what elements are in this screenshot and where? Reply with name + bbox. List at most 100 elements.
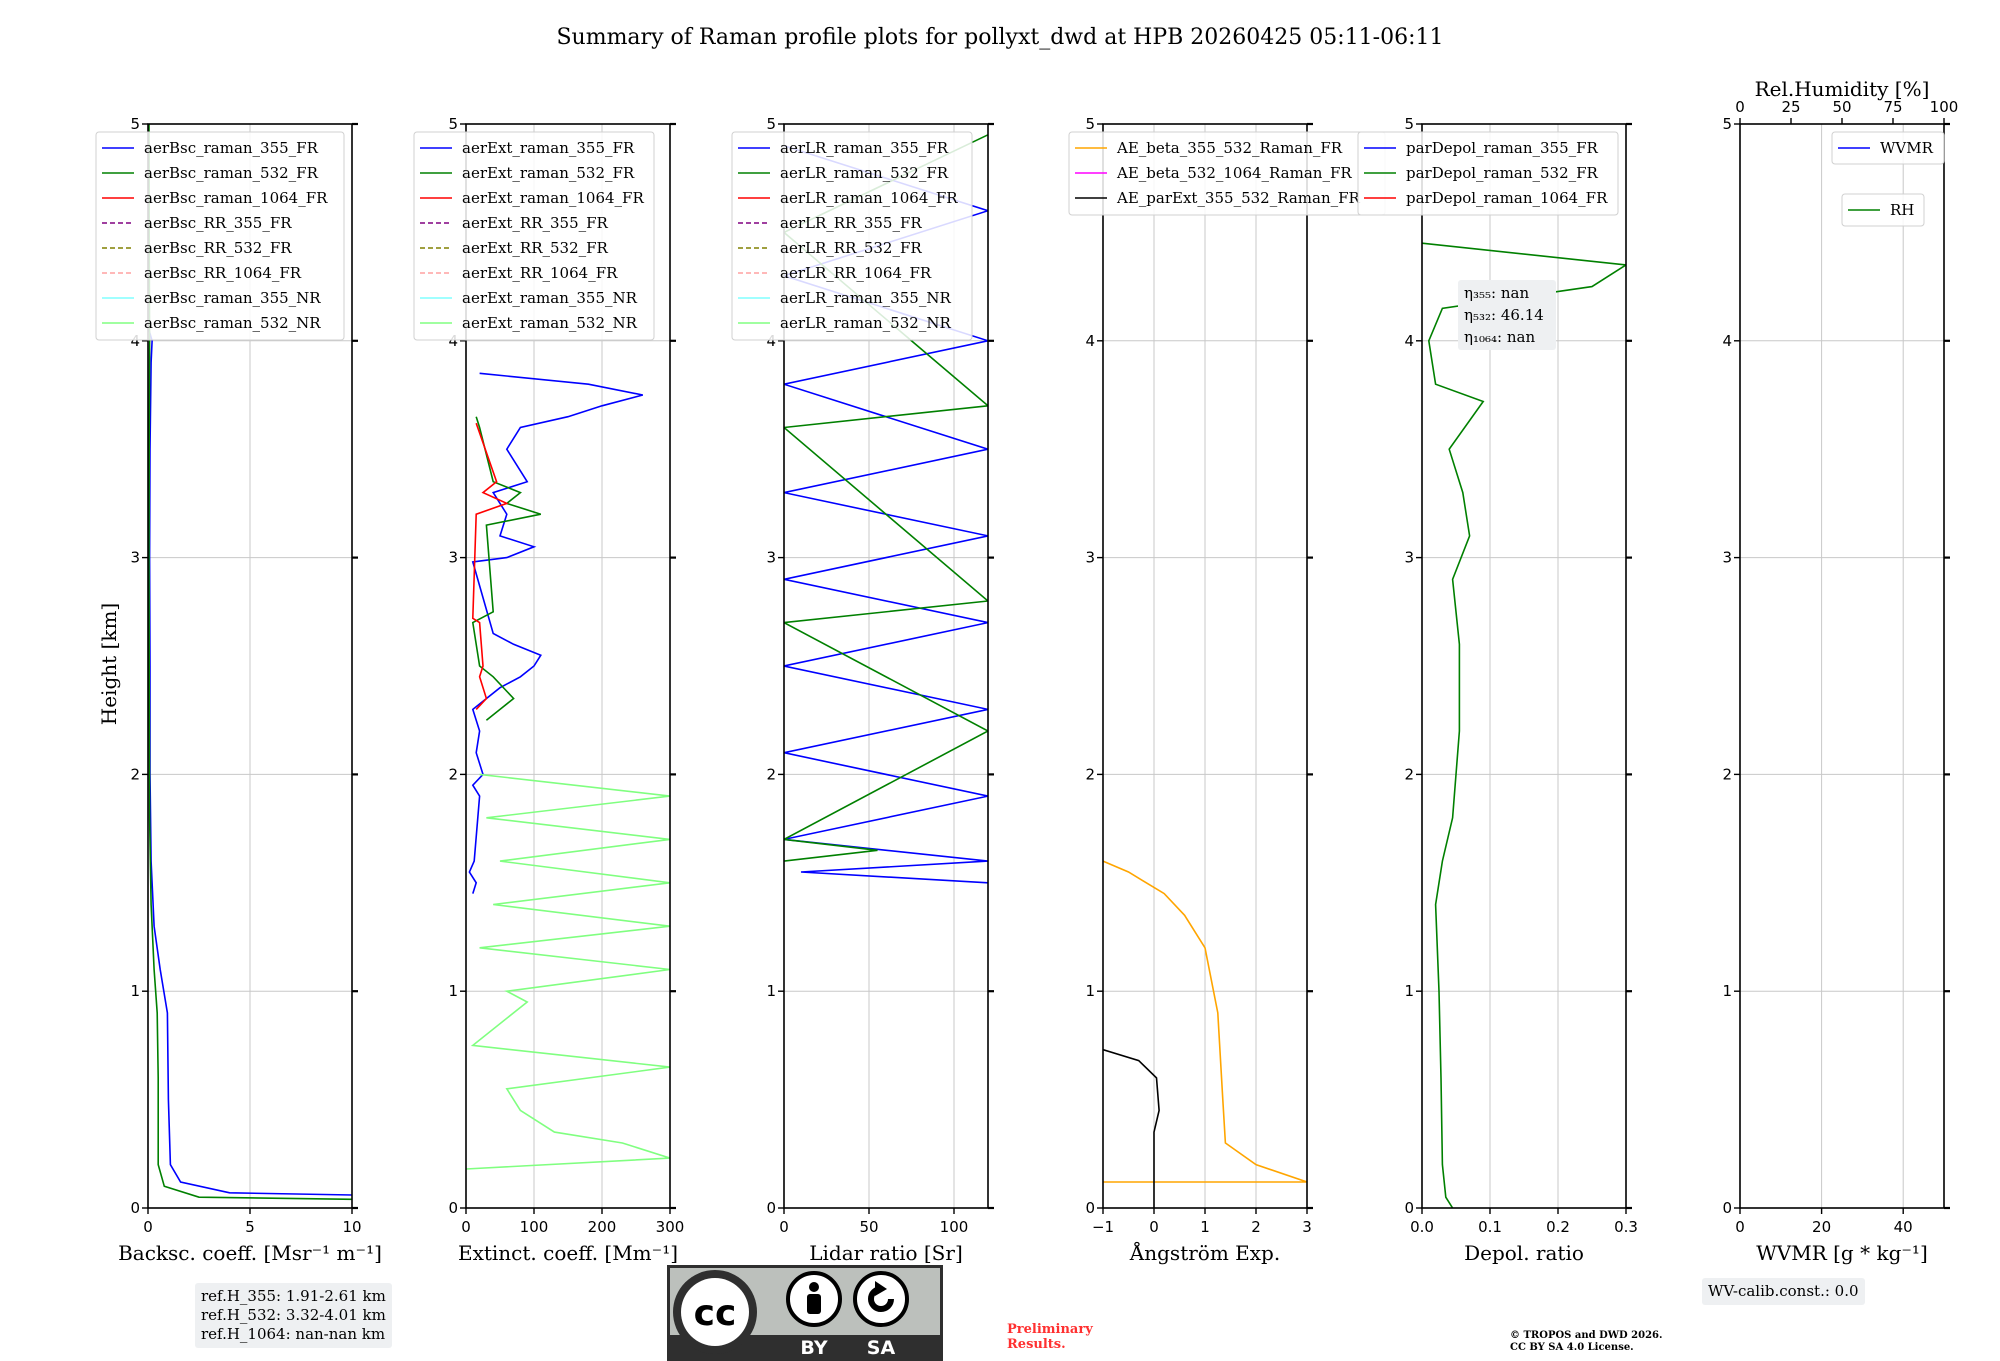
eta-annotation: η₅₃₂: 46.14 — [1464, 306, 1544, 324]
x-tick-label: 0 — [1735, 1218, 1745, 1236]
top-x-tick-label: 50 — [1832, 98, 1851, 116]
legend-entry: aerBsc_raman_532_FR — [144, 164, 319, 182]
figure-title: Summary of Raman profile plots for polly… — [556, 25, 1443, 50]
legend-entry: aerLR_RR_532_FR — [780, 239, 922, 257]
legend-entry: AE_beta_532_1064_Raman_FR — [1116, 164, 1352, 182]
legend-box — [1831, 131, 1945, 165]
y-tick-label: 0 — [1404, 1199, 1414, 1217]
y-tick-label: 3 — [1404, 549, 1414, 567]
x-axis-label: Lidar ratio [Sr] — [809, 1241, 963, 1265]
preliminary-line-2: Results. — [1007, 1337, 1066, 1352]
top-x-tick-label: 25 — [1781, 98, 1800, 116]
top-x-tick-label: 75 — [1883, 98, 1902, 116]
x-tick-label: 200 — [588, 1218, 617, 1236]
y-tick-label: 1 — [130, 982, 140, 1000]
legend: aerLR_raman_355_FR aerLR_raman_532_FR aerL… — [731, 131, 973, 341]
series-line-aerBsc_raman_532_FR — [148, 124, 352, 1201]
y-tick-label: 5 — [766, 115, 776, 133]
x-axis-label: Extinct. coeff. [Mm⁻¹] — [458, 1241, 678, 1265]
y-tick-label: 4 — [448, 332, 458, 350]
x-tick-label: 5 — [245, 1218, 255, 1236]
legend-entry: aerLR_raman_355_FR — [780, 139, 949, 157]
x-tick-label: 100 — [520, 1218, 549, 1236]
series-line-aerExt_raman_532_FR — [471, 416, 542, 721]
y-tick-label: 3 — [448, 549, 458, 567]
copyright-note: © TROPOS and DWD 2026. CC BY SA 4.0 Lice… — [1510, 1330, 1662, 1354]
y-tick-label: 0 — [1085, 1199, 1095, 1217]
legend-entry: parDepol_raman_1064_FR — [1406, 189, 1608, 207]
x-tick-label: 300 — [656, 1218, 685, 1236]
legend-entry: aerLR_RR_355_FR — [780, 214, 922, 232]
legend-entry: aerBsc_RR_355_FR — [144, 214, 292, 232]
ref-height-1064: ref.H_1064: nan-nan km — [201, 1325, 386, 1343]
y-tick-label: 5 — [1722, 115, 1732, 133]
y-tick-label: 3 — [1722, 549, 1732, 567]
y-tick-label: 4 — [1722, 332, 1732, 350]
legend-entry: AE_beta_355_532_Raman_FR — [1116, 139, 1343, 157]
legend-entry: aerExt_raman_532_FR — [462, 164, 635, 182]
x-tick-label: −1 — [1092, 1218, 1114, 1236]
legend: AE_beta_355_532_Raman_FR AE_beta_532_1064… — [1068, 131, 1386, 216]
x-axis-label: WVMR [g * kg⁻¹] — [1756, 1241, 1928, 1265]
y-tick-label: 3 — [130, 549, 140, 567]
preliminary-line-1: Preliminary — [1007, 1322, 1093, 1337]
y-tick-label: 4 — [1404, 332, 1414, 350]
legend-entry: aerExt_RR_532_FR — [462, 239, 609, 257]
sa-label: SA — [867, 1337, 896, 1359]
top-x-tick-label: 100 — [1930, 98, 1959, 116]
y-tick-label: 1 — [766, 982, 776, 1000]
legend-entry: aerBsc_raman_532_NR — [144, 314, 321, 332]
y-tick-label: 0 — [130, 1199, 140, 1217]
reference-height-box: ref.H_355: 1.91-2.61 km ref.H_532: 3.32-… — [195, 1283, 392, 1348]
x-tick-label: 100 — [940, 1218, 969, 1236]
y-tick-label: 5 — [448, 115, 458, 133]
legend-entry: aerExt_raman_532_NR — [462, 314, 638, 332]
y-tick-label: 1 — [1404, 982, 1414, 1000]
legend-entry: aerExt_raman_1064_FR — [462, 189, 644, 207]
y-tick-label: 1 — [1722, 982, 1732, 1000]
series-line-AE_beta_355_532_Raman_FR — [1103, 860, 1307, 1183]
axes-frame — [1739, 123, 1945, 1209]
legend-entry: aerLR_raman_532_NR — [780, 314, 951, 332]
legend-entry: parDepol_raman_532_FR — [1406, 164, 1599, 182]
x-tick-label: 3 — [1302, 1218, 1312, 1236]
cc-icon — [681, 1278, 749, 1346]
axes-frame — [783, 123, 989, 1209]
y-tick-label: 0 — [766, 1199, 776, 1217]
y-tick-label: 5 — [1404, 115, 1414, 133]
y-tick-label: 4 — [1085, 332, 1095, 350]
ref-height-532: ref.H_532: 3.32-4.01 km — [201, 1306, 386, 1324]
x-tick-label: 40 — [1894, 1218, 1913, 1236]
cc-by-sa-logo: cc BY SA — [667, 1265, 943, 1361]
x-tick-label: 2 — [1251, 1218, 1261, 1236]
eta-annotation-box — [1458, 280, 1556, 350]
y-tick-label: 5 — [1085, 115, 1095, 133]
y-tick-label: 1 — [448, 982, 458, 1000]
x-tick-label: 0 — [779, 1218, 789, 1236]
x-tick-label: 50 — [859, 1218, 878, 1236]
wv-calibration-box: WV-calib.const.: 0.0 — [1702, 1278, 1865, 1305]
panel-2: 0 1 2 3 4 5 0 100 200 300 Extinct. coeff. [Mm⁻¹] ae… — [413, 115, 685, 1265]
series-line-aerExt_raman_355_FR — [468, 372, 644, 894]
legend-entry: aerBsc_raman_355_NR — [144, 289, 321, 307]
y-tick-label: 2 — [766, 765, 776, 783]
y-tick-label: 3 — [1085, 549, 1095, 567]
eta-annotation: η₁₀₆₄: nan — [1464, 328, 1535, 346]
legend-box — [731, 131, 973, 341]
copyright-line-2: CC BY SA 4.0 License. — [1510, 1342, 1634, 1353]
legend-entry: aerLR_raman_1064_FR — [780, 189, 958, 207]
panel-5: 0 1 2 3 4 5 0.0 0.1 0.2 0.3 Depol. ratio parDepol_r… — [1357, 115, 1638, 1265]
y-tick-label: 5 — [130, 115, 140, 133]
legend-entry: aerLR_RR_1064_FR — [780, 264, 932, 282]
x-tick-label: 20 — [1812, 1218, 1831, 1236]
legend-entry: aerExt_RR_1064_FR — [462, 264, 618, 282]
x-tick-label: 1 — [1200, 1218, 1210, 1236]
legend-box — [95, 131, 345, 341]
y-tick-label: 4 — [766, 332, 776, 350]
series-line-AE_parExt_355_532_Raman_FR — [1103, 1048, 1160, 1208]
x-axis-label: Backsc. coeff. [Msr⁻¹ m⁻¹] — [118, 1241, 382, 1265]
